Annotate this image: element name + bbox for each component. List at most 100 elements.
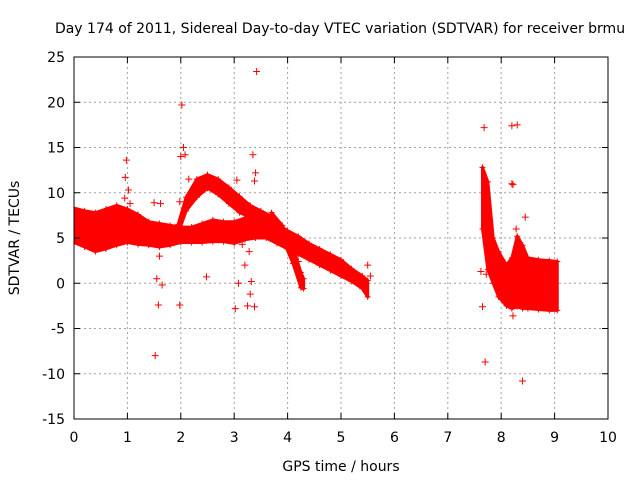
data-point (209, 238, 216, 245)
data-point (338, 256, 344, 263)
data-point (546, 307, 553, 314)
data-point (245, 248, 253, 256)
data-band (481, 165, 559, 312)
data-point (252, 235, 259, 241)
data-point (238, 240, 246, 248)
data-point (514, 303, 521, 310)
data-point (535, 306, 542, 313)
data-point (300, 285, 307, 292)
x-tick-label: 8 (497, 430, 506, 446)
data-point (193, 194, 200, 201)
data-point (338, 273, 344, 280)
x-tick-label: 7 (443, 430, 452, 446)
axis-ticks: 0 1 2 3 4 5 6 7 8 9 10 -15 -10 -5 0 5 10 15 20 25 (42, 50, 617, 446)
data-point (249, 151, 257, 159)
data-point (81, 207, 88, 214)
x-tick-label: 4 (283, 430, 292, 446)
data-point (250, 303, 258, 311)
data-point (193, 176, 200, 183)
chart-title: Day 174 of 2011, Sidereal Day-to-day VTE… (55, 21, 625, 37)
y-axis-label: SDTVAR / TECUs (7, 181, 23, 296)
data-point (348, 265, 355, 272)
data-point (509, 312, 517, 320)
data-point (257, 216, 264, 223)
data-point (113, 202, 120, 209)
data-point (268, 209, 275, 216)
data-point (179, 144, 187, 151)
data-point (300, 275, 307, 282)
data-point (153, 275, 161, 283)
data-point (327, 267, 334, 274)
y-tick-label: -10 (42, 367, 65, 383)
data-point (167, 242, 174, 249)
data-point (124, 186, 132, 194)
data-point (316, 262, 323, 269)
data-point (81, 244, 88, 251)
data-point (247, 214, 254, 221)
data-point (241, 261, 249, 269)
data-point (113, 242, 120, 249)
data-point (479, 164, 486, 171)
data-point (74, 205, 77, 212)
data-point (503, 302, 510, 309)
data-point (514, 233, 521, 240)
x-tick-label: 6 (390, 430, 399, 446)
data-point (490, 235, 497, 241)
grid (74, 57, 608, 419)
x-axis-label: GPS time / hours (282, 459, 399, 475)
data-point (480, 124, 488, 132)
data-point (481, 358, 489, 366)
data-point (479, 303, 487, 311)
y-tick-label: 20 (47, 95, 65, 111)
data-point (477, 267, 485, 275)
data-point (519, 305, 526, 312)
data-points (74, 67, 561, 385)
data-point (244, 302, 252, 310)
data-point (519, 377, 527, 385)
data-point (279, 235, 286, 241)
data-point (535, 256, 542, 263)
data-point (364, 293, 371, 300)
data-point (519, 242, 526, 249)
x-tick-label: 2 (176, 430, 185, 446)
y-tick-label: -15 (42, 412, 65, 428)
data-point (524, 305, 531, 312)
data-point (156, 244, 163, 251)
data-point (495, 248, 502, 255)
data-point (183, 207, 190, 214)
data-point (225, 200, 232, 207)
data-point (316, 245, 323, 252)
data-point (225, 184, 232, 191)
data-point (121, 194, 129, 202)
data-point (503, 262, 510, 269)
data-point (348, 278, 355, 285)
data-point (305, 256, 312, 263)
x-tick-label: 10 (599, 430, 617, 446)
data-point (121, 173, 129, 181)
data-point (495, 293, 502, 300)
y-tick-label: 5 (56, 231, 65, 247)
data-point (158, 281, 166, 289)
data-point (167, 222, 174, 229)
data-point (289, 260, 296, 267)
data-point (508, 122, 516, 130)
data-point (202, 273, 210, 281)
x-tick-label: 9 (550, 430, 559, 446)
data-point (176, 301, 184, 309)
y-tick-label: 15 (47, 141, 65, 157)
data-point (156, 220, 163, 227)
data-point (236, 209, 243, 216)
data-point (247, 277, 255, 285)
data-point (364, 277, 371, 284)
y-tick-label: 10 (47, 186, 65, 202)
data-point (508, 305, 515, 312)
data-point (92, 248, 99, 255)
data-point (188, 239, 195, 246)
data-point (234, 279, 242, 287)
data-point (482, 270, 490, 278)
data-point (359, 285, 366, 292)
y-tick-label: 0 (56, 276, 65, 292)
data-point (359, 273, 366, 280)
data-point (257, 207, 264, 214)
data-point (155, 252, 163, 260)
